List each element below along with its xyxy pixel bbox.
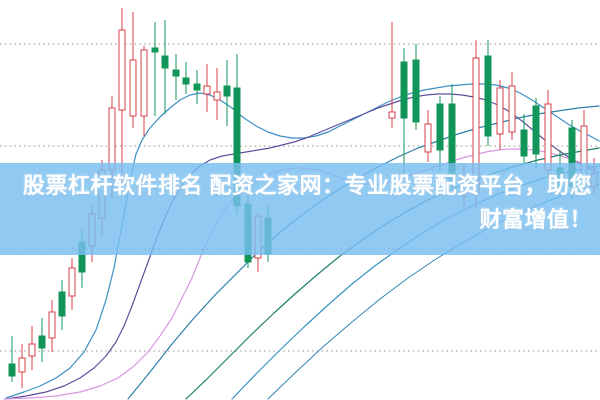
candle-body (118, 29, 126, 111)
promo-overlay-text: 股票杠杆软件排名 配资之家网：专业股票配资平台，助您财富增值！ (22, 173, 592, 232)
candle-12 (129, 12, 137, 128)
candle-body (193, 83, 201, 91)
candle-body (544, 103, 552, 171)
candle-4 (48, 300, 56, 352)
candle-body (68, 267, 76, 297)
candle-body (48, 311, 56, 339)
candle-2 (28, 326, 36, 370)
candle-body (484, 55, 492, 137)
candle-body (532, 105, 540, 155)
candle-body (203, 85, 211, 95)
candle-body (140, 49, 148, 117)
candle-body (38, 335, 46, 349)
candle-body (161, 55, 169, 69)
series-line-MA-mid (5, 93, 600, 400)
candle-13 (140, 46, 148, 136)
candle-body (78, 241, 86, 273)
candle-body (436, 103, 444, 151)
candle-34 (484, 40, 492, 146)
candle-17 (182, 62, 190, 94)
candle-21 (223, 60, 231, 126)
candle-body (182, 77, 190, 85)
candle-body (400, 61, 408, 119)
candle-11 (118, 8, 126, 188)
candle-3 (38, 318, 46, 362)
candle-body (28, 343, 36, 357)
candle-body (424, 123, 432, 153)
candle-26 (388, 22, 396, 128)
candle-body (388, 111, 396, 119)
candle-30 (436, 96, 444, 172)
candle-body (508, 85, 516, 133)
candle-body (151, 47, 159, 53)
candle-1 (18, 344, 26, 388)
candle-6 (68, 258, 76, 310)
candle-body (223, 85, 231, 97)
candle-36 (508, 72, 516, 140)
candle-18 (193, 70, 201, 104)
candle-body (412, 59, 420, 123)
candle-body (496, 87, 504, 135)
candle-body (129, 59, 137, 117)
candle-14 (151, 22, 159, 116)
candle-28 (412, 44, 420, 130)
candle-35 (496, 80, 504, 150)
candle-body (18, 357, 26, 373)
candle-38 (532, 98, 540, 170)
candle-37 (520, 114, 528, 164)
candle-body (213, 91, 221, 101)
candle-27 (400, 48, 408, 176)
candle-5 (58, 280, 66, 330)
candle-body (172, 69, 180, 77)
candle-19 (203, 64, 211, 112)
candle-0 (8, 336, 16, 382)
candle-29 (424, 110, 432, 162)
candle-15 (161, 20, 169, 114)
candle-body (58, 291, 66, 317)
candle-body (108, 107, 116, 171)
candle-16 (172, 54, 180, 100)
candle-20 (213, 68, 221, 120)
candle-body (520, 129, 528, 157)
candle-body (8, 363, 16, 377)
